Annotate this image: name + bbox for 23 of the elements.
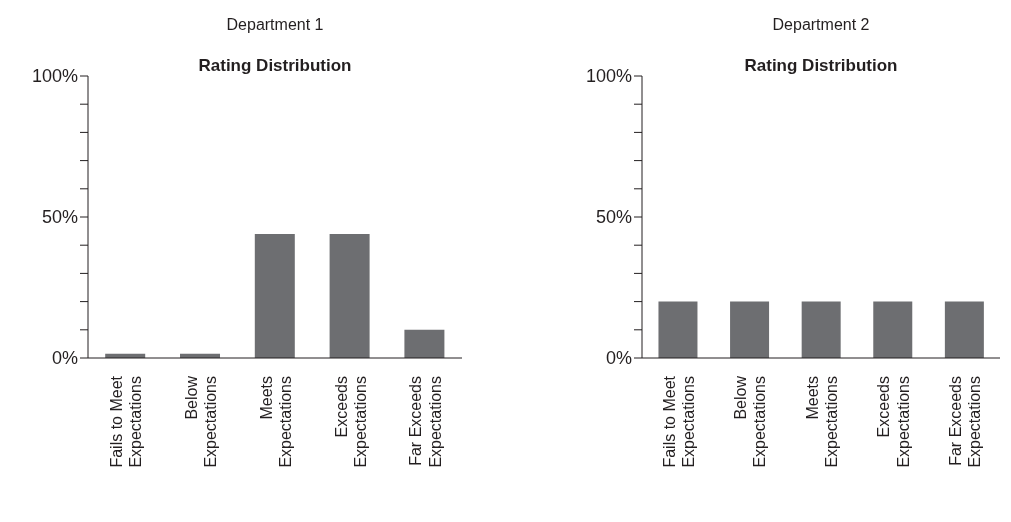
y-tick-label: 100% <box>585 66 632 87</box>
chart-title: Rating Distribution <box>743 56 899 76</box>
x-tick-label: Meets Expectations <box>257 376 294 468</box>
x-tick-label: Fails to Meet Expectations <box>660 375 697 468</box>
chart-title: Rating Distribution <box>197 56 353 76</box>
x-tick-label: Below Expectations <box>732 375 769 468</box>
bar <box>254 233 295 358</box>
bar <box>329 233 370 358</box>
y-tick-label: 100% <box>31 66 78 87</box>
y-tick-label: 0% <box>605 348 632 369</box>
chart-subtitle: Department 2 <box>771 16 871 34</box>
x-tick-label: Far Exceeds Expectations <box>407 376 444 468</box>
x-tick-label: Meets Expectations <box>803 376 840 468</box>
x-tick-label: Exceeds Expectations <box>332 376 369 468</box>
x-tick-label: Fails to Meet Expectations <box>108 375 145 468</box>
bar <box>404 329 445 358</box>
y-tick-label: 0% <box>51 348 78 369</box>
x-tick-label: Exceeds Expectations <box>875 376 912 468</box>
y-tick-label: 50% <box>41 207 78 228</box>
chart-subtitle: Department 1 <box>225 16 325 34</box>
x-tick-label: Far Exceeds Expectations <box>947 376 984 468</box>
x-tick-label: Below Expectations <box>183 375 220 468</box>
y-tick-label: 50% <box>595 207 632 228</box>
